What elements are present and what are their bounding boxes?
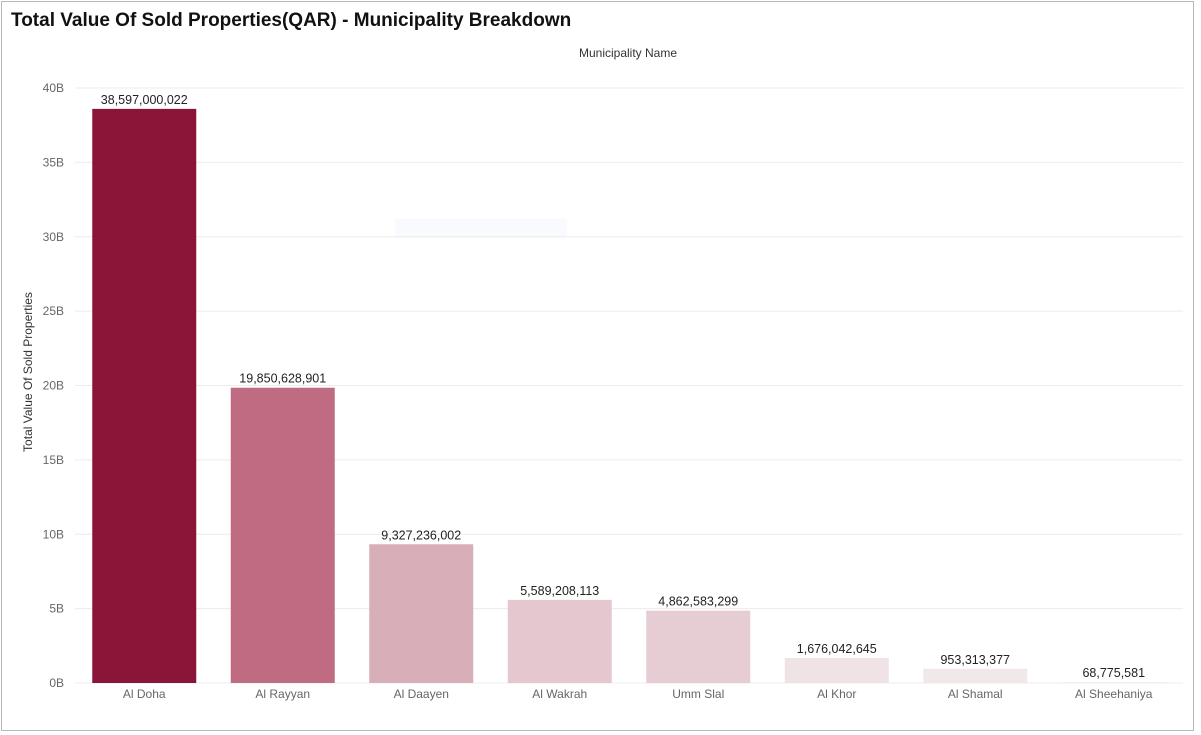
bar-value-label: 38,597,000,022 bbox=[101, 93, 188, 107]
bar-value-label: 4,862,583,299 bbox=[658, 595, 738, 609]
y-axis-ticks: 0B 5B 10B 15B 20B 25B 30B 35B 40B bbox=[43, 81, 64, 690]
bar[interactable] bbox=[230, 387, 335, 683]
bar[interactable] bbox=[646, 610, 751, 683]
bar-value-label: 5,589,208,113 bbox=[520, 584, 599, 598]
x-tick-label: Al Wakrah bbox=[532, 687, 587, 701]
chart-title: Total Value Of Sold Properties(QAR) - Mu… bbox=[11, 10, 572, 31]
bars bbox=[92, 108, 1166, 683]
ghost-overlay bbox=[395, 219, 567, 238]
x-tick-label: Al Shamal bbox=[948, 687, 1003, 701]
x-tick-label: Al Daayen bbox=[394, 687, 449, 701]
x-tick-label: Al Rayyan bbox=[255, 687, 310, 701]
data-labels: 38,597,000,022 19,850,628,901 9,327,236,00… bbox=[101, 93, 1145, 680]
bar-value-label: 953,313,377 bbox=[940, 653, 1010, 667]
bar[interactable] bbox=[1061, 681, 1166, 683]
y-tick-label: 25B bbox=[43, 304, 64, 318]
x-axis-ticks: Al Doha Al Rayyan Al Daayen Al Wakrah Umm Sl… bbox=[123, 687, 1153, 701]
bar-value-label: 68,775,581 bbox=[1082, 666, 1145, 680]
y-tick-label: 20B bbox=[43, 379, 64, 393]
y-tick-label: 30B bbox=[43, 230, 64, 244]
y-tick-label: 10B bbox=[43, 527, 64, 541]
x-tick-label: Al Khor bbox=[817, 687, 856, 701]
bar[interactable] bbox=[923, 668, 1028, 683]
bar[interactable] bbox=[784, 658, 889, 683]
x-tick-label: Al Doha bbox=[123, 687, 166, 701]
x-tick-label: Umm Slal bbox=[672, 687, 724, 701]
bar[interactable] bbox=[369, 544, 474, 683]
y-tick-label: 5B bbox=[49, 602, 64, 616]
bar-value-label: 1,676,042,645 bbox=[797, 642, 877, 656]
x-axis-title: Municipality Name bbox=[578, 46, 678, 60]
y-tick-label: 40B bbox=[43, 81, 64, 95]
x-tick-label: Al Sheehaniya bbox=[1075, 687, 1153, 701]
bar[interactable] bbox=[92, 108, 197, 683]
bar-value-label: 19,850,628,901 bbox=[239, 372, 326, 386]
y-tick-label: 35B bbox=[43, 155, 64, 169]
bar[interactable] bbox=[507, 599, 612, 683]
bar-value-label: 9,327,236,002 bbox=[381, 528, 461, 542]
y-tick-label: 15B bbox=[43, 453, 64, 467]
y-tick-label: 0B bbox=[49, 676, 64, 690]
